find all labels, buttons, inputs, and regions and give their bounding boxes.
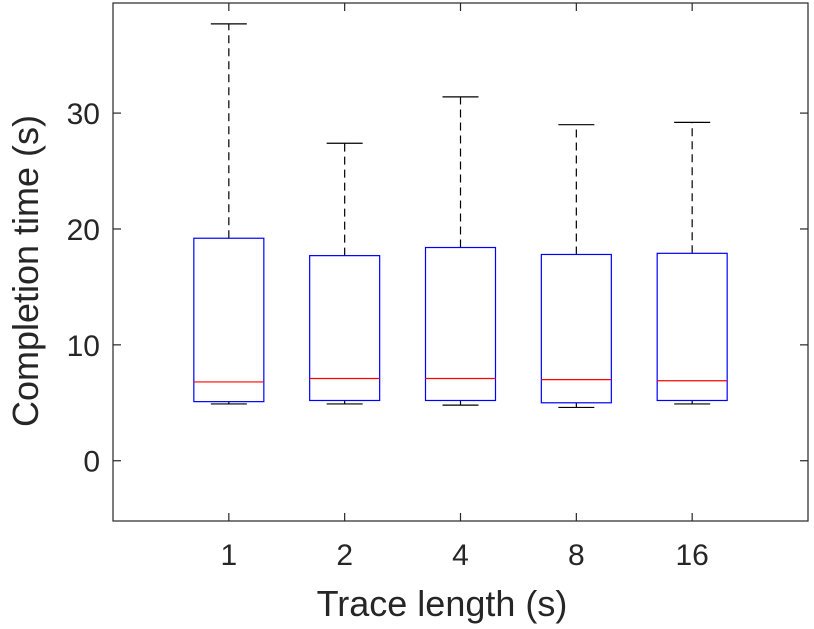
x-tick-label: 1 — [220, 539, 237, 572]
box — [193, 237, 265, 403]
y-axis-title: Completion time (s) — [5, 115, 46, 427]
box — [424, 246, 497, 402]
y-axis-ticks: 0 10 20 30 — [67, 98, 808, 479]
box-group — [424, 96, 497, 406]
box-group — [193, 23, 265, 405]
x-tick-label: 4 — [452, 539, 469, 572]
box — [309, 255, 381, 402]
box-group — [540, 124, 612, 409]
box-group — [656, 121, 728, 405]
box — [656, 252, 728, 402]
y-tick-label: 30 — [67, 98, 100, 131]
box-group — [309, 142, 381, 405]
y-tick-label: 0 — [83, 446, 100, 479]
x-axis-ticks: 1 2 4 8 16 — [220, 3, 709, 572]
plot-area — [112, 2, 809, 522]
y-tick-label: 10 — [67, 330, 100, 363]
box — [540, 253, 612, 404]
box-series — [193, 23, 728, 409]
x-tick-label: 8 — [568, 539, 585, 572]
y-tick-label: 20 — [67, 214, 100, 247]
x-tick-label: 2 — [336, 539, 353, 572]
x-axis-title: Trace length (s) — [317, 583, 568, 624]
x-tick-label: 16 — [675, 539, 708, 572]
plot-frame — [112, 2, 809, 522]
